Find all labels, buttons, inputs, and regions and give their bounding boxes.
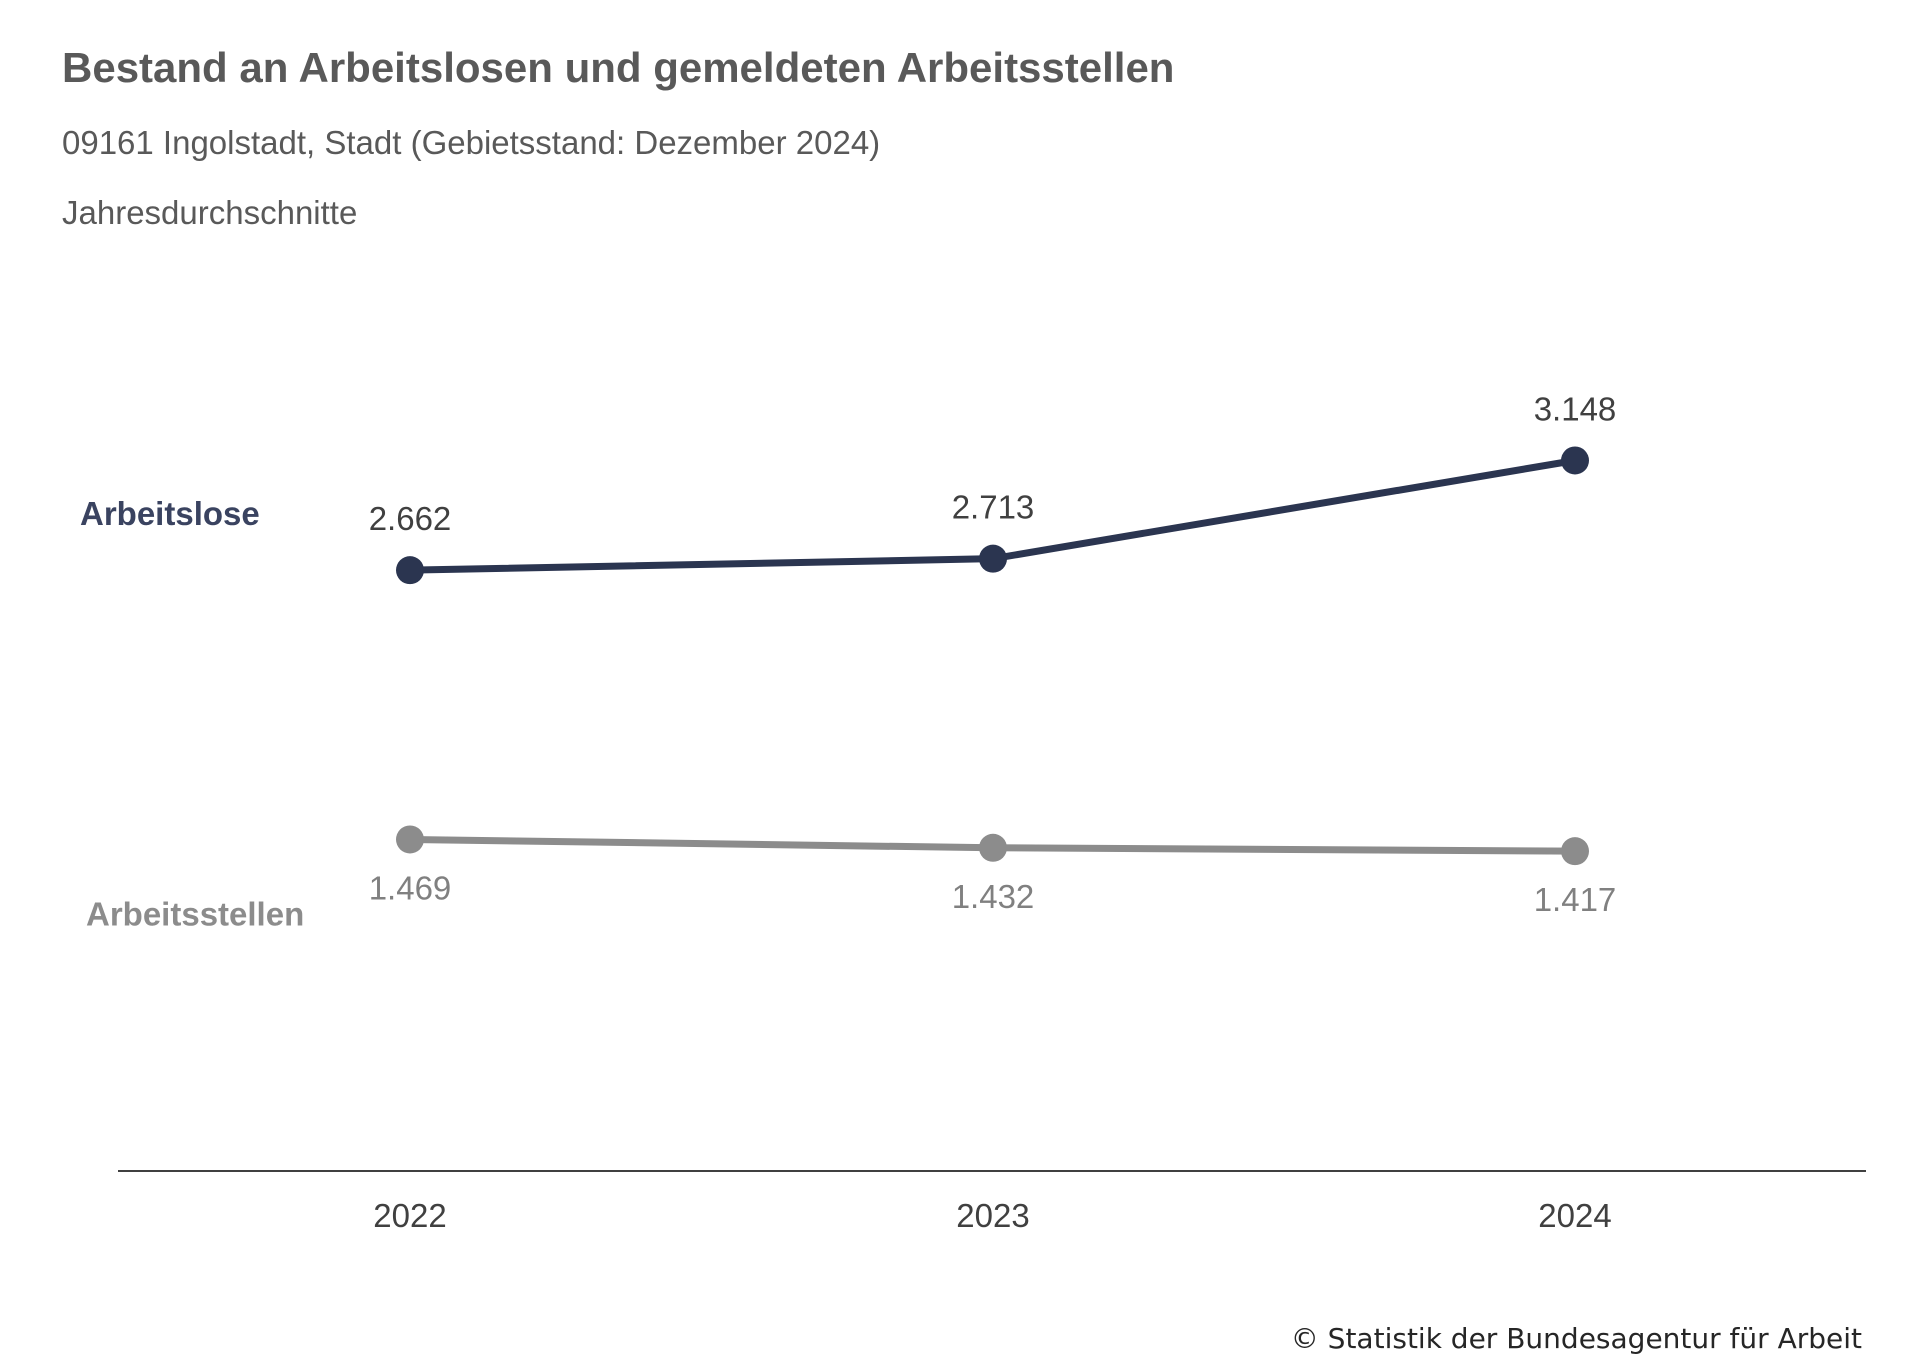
data-point-arbeitslose-2022 xyxy=(396,556,424,585)
data-point-arbeitsstellen-2024 xyxy=(1561,837,1589,866)
chart-title: Bestand an Arbeitslosen und gemeldeten A… xyxy=(62,44,1175,91)
series-name-arbeitslose: Arbeitslose xyxy=(80,495,260,532)
data-label-arbeitsstellen-2024: 1.417 xyxy=(1534,881,1617,918)
data-point-arbeitsstellen-2022 xyxy=(396,825,424,854)
x-tick-label-2022: 2022 xyxy=(373,1197,446,1234)
x-tick-label-2024: 2024 xyxy=(1538,1197,1611,1234)
data-point-arbeitsstellen-2023 xyxy=(979,833,1007,862)
source-credit: © Statistik der Bundesagentur für Arbeit xyxy=(1290,1322,1862,1355)
data-label-arbeitslose-2023: 2.713 xyxy=(952,489,1035,526)
series-name-arbeitsstellen: Arbeitsstellen xyxy=(86,895,304,932)
data-label-arbeitslose-2024: 3.148 xyxy=(1534,390,1617,427)
x-tick-label-2023: 2023 xyxy=(956,1197,1029,1234)
chart-subtitle: 09161 Ingolstadt, Stadt (Gebietsstand: D… xyxy=(62,124,881,161)
data-label-arbeitslose-2022: 2.662 xyxy=(369,500,452,537)
data-label-arbeitsstellen-2023: 1.432 xyxy=(952,878,1035,915)
data-label-arbeitsstellen-2022: 1.469 xyxy=(369,869,452,906)
chart-note: Jahresdurchschnitte xyxy=(62,194,358,231)
data-point-arbeitslose-2024 xyxy=(1561,446,1589,475)
data-point-arbeitslose-2023 xyxy=(979,544,1007,573)
